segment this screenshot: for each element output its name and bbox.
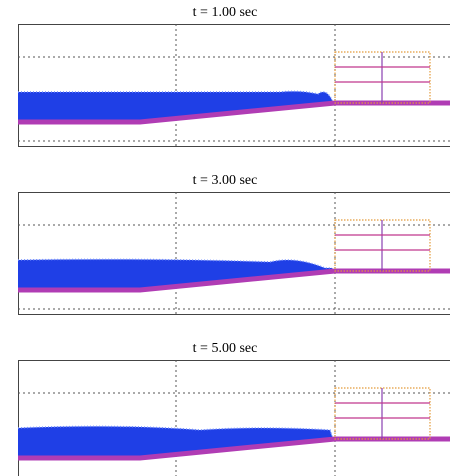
panel-frame: [19, 193, 450, 315]
panel-title: t = 5.00 sec: [193, 341, 258, 356]
figure: t = 1.00 sec t = 3.00 sec t = 5.00 sec: [0, 0, 450, 476]
panel-title: t = 1.00 sec: [193, 5, 258, 20]
panel-title: t = 3.00 sec: [193, 173, 258, 188]
page: {"panels": [{"title": "t = 1.00 sec"}, {…: [0, 0, 450, 476]
panel-frame: [19, 25, 450, 147]
panel: t = 5.00 sec: [18, 341, 450, 476]
panel: t = 1.00 sec: [18, 5, 450, 147]
panel: t = 3.00 sec: [18, 173, 450, 315]
